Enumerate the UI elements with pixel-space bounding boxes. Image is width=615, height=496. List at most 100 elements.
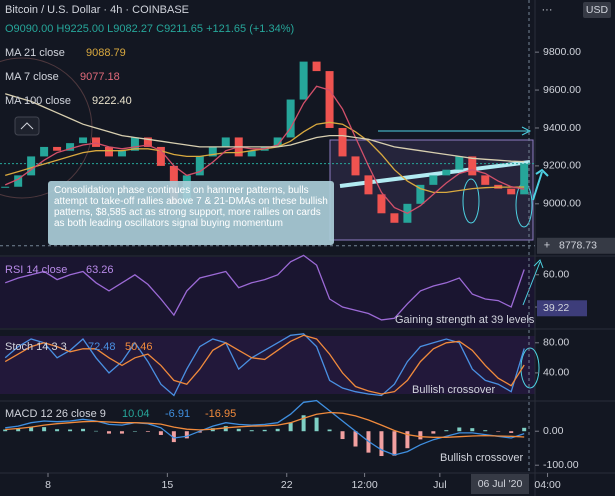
histogram-bar — [119, 431, 124, 434]
arrow — [532, 168, 549, 201]
candle — [195, 156, 204, 176]
menu-icon[interactable]: ··· — [542, 4, 553, 16]
candle — [312, 61, 321, 72]
legend-name: MA 7 close — [5, 71, 59, 83]
candle — [40, 146, 49, 157]
histogram-bar — [223, 426, 228, 432]
histogram-bar — [444, 430, 449, 432]
histogram-bar — [483, 430, 488, 432]
currency[interactable]: USD — [586, 4, 609, 16]
stoch-band — [0, 336, 535, 394]
histogram-bar — [353, 431, 358, 447]
series-line — [4, 254, 525, 321]
close: C9211.65 — [156, 23, 203, 35]
histogram-bar — [68, 429, 73, 432]
price-tag — [537, 237, 615, 254]
candle — [221, 137, 230, 147]
histogram-bar — [379, 431, 384, 457]
currency-button[interactable] — [583, 2, 611, 18]
histogram-bar — [418, 431, 423, 440]
histogram-bar — [314, 417, 319, 432]
candle — [66, 143, 75, 151]
candle — [351, 156, 360, 176]
legend-name: RSI 14 close — [5, 264, 67, 276]
candle — [53, 146, 62, 151]
candle — [273, 137, 282, 147]
legend-name: MACD 12 26 close 9 — [5, 408, 106, 420]
y-tick-label: 9400.00 — [543, 122, 581, 134]
candle — [507, 188, 516, 195]
histogram-bar — [275, 428, 280, 432]
annotation-box: Consolidation phase continues on hammer … — [48, 181, 334, 245]
legend-value: 9222.40 — [92, 95, 132, 107]
crosshair-date: 06 Jul '20 — [478, 478, 523, 490]
candle — [455, 156, 464, 170]
legend-value: -6.91 — [165, 408, 190, 420]
histogram-bar — [236, 428, 241, 432]
highlight — [462, 178, 480, 224]
histogram-bar — [301, 415, 306, 432]
series-line — [5, 399, 525, 456]
legend-value: 9077.18 — [80, 71, 120, 83]
annotation: Gaining strength at 39 levels — [395, 314, 535, 326]
date-tag — [471, 474, 529, 494]
candle — [416, 184, 425, 204]
legend-value: 10.04 — [122, 408, 150, 420]
histogram-bar — [340, 431, 345, 440]
candle — [429, 175, 438, 185]
open: O9090.00 — [5, 23, 53, 35]
candle — [520, 163, 529, 195]
crosshair-price: 8778.73 — [559, 240, 597, 252]
series-line — [4, 334, 525, 395]
histogram-bar — [522, 427, 527, 432]
legend-value: 50.46 — [125, 341, 153, 353]
candle — [130, 137, 139, 151]
annotation: Bullish crossover — [412, 384, 495, 396]
candle — [364, 175, 373, 195]
legend-name: Stoch 14 3 3 — [5, 341, 67, 353]
candle — [14, 175, 23, 187]
histogram-bar — [197, 431, 202, 433]
series-line — [5, 93, 525, 163]
y-tick-label: -100.00 — [543, 459, 579, 471]
series-line — [4, 333, 525, 397]
drawing — [0, 57, 93, 199]
legend-value: 63.26 — [86, 264, 114, 276]
collapse-button[interactable] — [14, 116, 40, 136]
rsi-band — [0, 257, 535, 328]
series-line — [5, 411, 525, 438]
collapse-icon — [20, 122, 34, 130]
candle — [208, 146, 217, 157]
y-tick-label: 40.00 — [543, 367, 569, 379]
x-tick-label: 22 — [281, 479, 293, 491]
plus-icon: + — [544, 240, 550, 252]
histogram-bar — [29, 426, 34, 432]
y-tick-label: 0.00 — [543, 425, 564, 437]
x-tick-label: 8 — [45, 479, 51, 491]
y-tick-label: 80.00 — [543, 337, 569, 349]
histogram-bar — [132, 431, 137, 432]
candle — [247, 150, 256, 157]
candle — [338, 127, 347, 157]
arrow — [522, 259, 544, 306]
histogram-bar — [262, 429, 267, 432]
histogram-bar — [405, 431, 410, 449]
x-tick-label: 15 — [162, 479, 174, 491]
high: H9225.00 — [56, 23, 104, 35]
histogram-bar — [249, 430, 254, 432]
y-tick-label: 60.00 — [543, 269, 569, 281]
y-tick-label: 9000.00 — [543, 198, 581, 210]
candle — [143, 137, 152, 147]
histogram-bar — [145, 431, 150, 432]
candle — [481, 175, 490, 185]
legend-value: 72.48 — [88, 341, 116, 353]
y-tick-label: 9800.00 — [543, 46, 581, 58]
legend-name: MA 100 close — [5, 95, 71, 107]
histogram-bar — [106, 431, 111, 434]
candle — [299, 61, 308, 100]
candle — [27, 156, 36, 176]
candle — [286, 99, 295, 138]
value-tag — [537, 300, 587, 317]
